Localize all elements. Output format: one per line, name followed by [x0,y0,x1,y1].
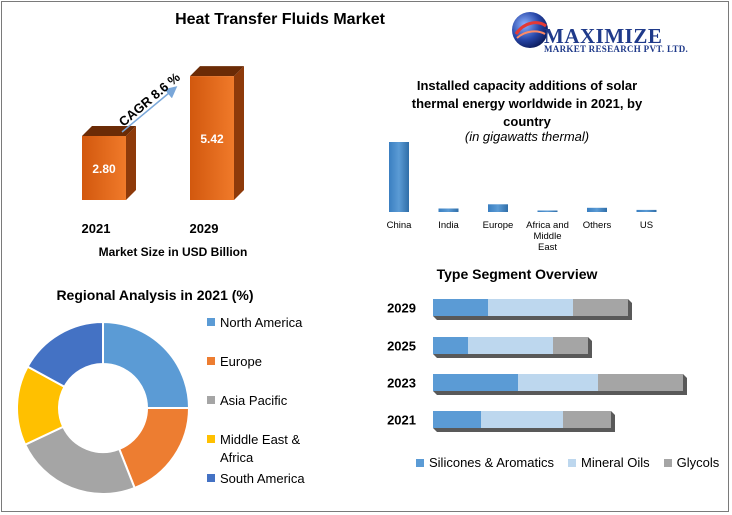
bar-shadow [433,299,632,320]
bar-segment [563,411,611,428]
bar-shadow [433,374,687,395]
market-size-xlabel: Market Size in USD Billion [99,245,248,259]
legend-label: Glycols [676,455,720,470]
legend-swatch [207,318,215,326]
bar-segment [433,411,481,428]
bar-top [82,126,136,136]
legend-swatch [663,459,672,467]
legend-item: Asia Pacific [207,392,317,410]
bar-segment [433,299,488,316]
legend-swatch [207,435,215,443]
bar-shadow [433,337,592,358]
cagr-annotation: CAGR 8.6 % [116,69,184,129]
legend-item: North America [207,314,317,332]
bar-shadow [433,411,615,432]
category-label: 2023 [387,376,416,391]
regional-legend: North America Europe Asia Pacific Middle… [207,314,317,488]
bar-segment [518,374,598,391]
bar-segment [468,337,553,354]
type-legend: Silicones & Aromatics Mineral Oils Glyco… [416,455,719,470]
category-label: Europe [483,220,514,231]
category-label: 2021 [82,221,111,236]
category-label: 2021 [387,413,416,428]
bar [389,142,409,212]
legend-label: Mineral Oils [581,455,650,470]
page-title: Heat Transfer Fluids Market [175,11,385,28]
bar-segment [433,374,518,391]
category-label: US [640,220,653,231]
category-label: China [387,220,413,231]
legend-swatch [207,474,215,482]
brand-logo [512,12,548,48]
cagr-arrow [121,86,178,133]
solar-chart: China India Europe Africa and Middle East Othe… [387,142,657,253]
bar-segment [553,337,588,354]
bar [587,207,607,212]
bar-segment [481,411,563,428]
category-label: India [438,220,459,231]
bar-segment [573,299,628,316]
legend-swatch [568,459,576,467]
bar-side [234,66,244,200]
bar-value-label: 2.80 [92,162,116,176]
legend-label: Europe [220,354,262,369]
category-label: 2029 [190,221,219,236]
type-segment-chart: 2029 2025 2023 2021 [387,299,687,432]
bar [438,208,459,212]
brand-tagline: MARKET RESEARCH PVT. LTD. [544,44,689,54]
legend-item: Silicones & Aromatics [416,455,554,470]
donut-slice [26,320,104,389]
regional-donut [16,320,191,495]
legend-item: Middle East & Africa [207,431,317,467]
legend-item: Europe [207,353,317,371]
bar-segment [598,374,683,391]
bar [190,76,234,200]
legend-item: South America [207,470,317,488]
bar [537,210,558,212]
legend-item: Mineral Oils [568,455,650,470]
type-chart-title: Type Segment Overview [436,266,598,282]
bar [636,209,657,212]
bar-segment [488,299,573,316]
legend-label: Silicones & Aromatics [429,455,554,470]
category-label: Others [583,220,612,231]
bar-top [190,66,244,77]
bar [82,136,126,200]
bar-segment [433,337,468,354]
category-label: Africa and Middle East [526,220,569,253]
legend-label: North America [220,315,303,330]
legend-swatch [207,357,215,365]
solar-chart-subtitle: (in gigawatts thermal) [464,129,590,144]
legend-swatch [207,396,215,404]
solar-chart-title: Installed capacity additions of solar th… [411,78,643,129]
legend-label: Middle East & Africa [220,432,301,465]
legend-swatch [416,459,424,467]
bar-value-label: 5.42 [200,132,224,146]
legend-label: Asia Pacific [220,393,288,408]
legend-label: South America [220,471,305,486]
donut-slice [102,320,191,409]
globe-icon [512,12,548,48]
regional-chart-title: Regional Analysis in 2021 (%) [56,287,254,303]
category-label: 2025 [387,339,416,354]
bar [488,204,508,212]
category-label: 2029 [387,301,416,316]
market-size-chart: 2.80 2021 5.42 2029 CAGR 8.6 % Market Size … [82,66,248,259]
legend-item: Glycols [663,455,720,470]
bar-side [126,126,136,200]
brand-name: MAXIMIZE [544,24,663,48]
